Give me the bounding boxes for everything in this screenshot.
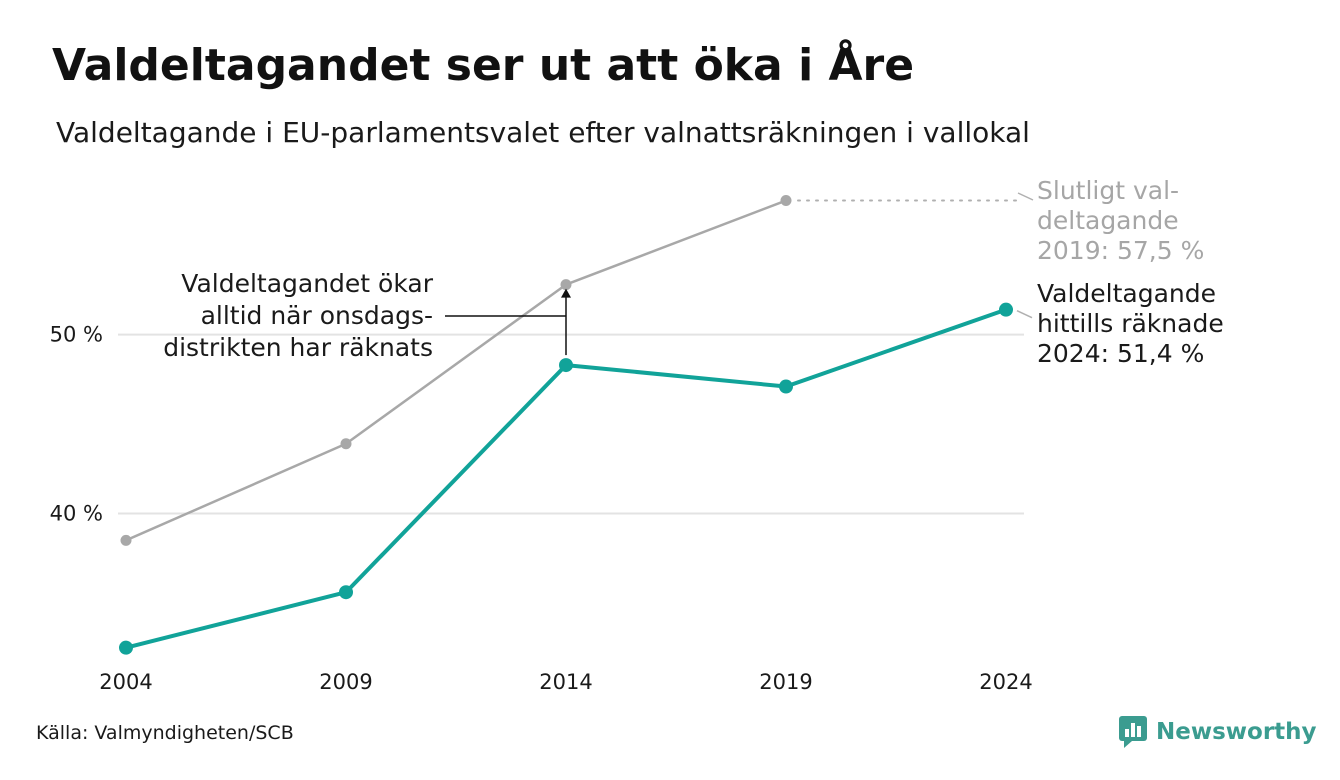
newsworthy-logo-icon (1119, 716, 1147, 748)
x-tick-label: 2014 (539, 670, 592, 694)
chart-title: Valdeltagandet ser ut att öka i Åre (52, 40, 915, 91)
x-tick-label: 2009 (319, 670, 372, 694)
x-axis: 2004 2009 2014 2019 2024 (99, 670, 1032, 694)
series-line (125, 199, 787, 542)
y-tick-label: 50 % (50, 323, 103, 347)
y-axis: 40 % 50 % (50, 323, 103, 526)
counted-turnout-label: Valdeltagande (1037, 279, 1216, 308)
annotation-arrowhead (561, 288, 571, 298)
data-point[interactable] (779, 379, 793, 394)
x-tick-label: 2024 (979, 670, 1032, 694)
data-point[interactable] (780, 195, 792, 207)
final-label-connector (1017, 192, 1034, 201)
main-annotation-text: alltid när onsdags- (201, 301, 433, 330)
data-point[interactable] (120, 534, 132, 546)
data-point[interactable] (119, 640, 133, 655)
x-tick-label: 2004 (99, 670, 152, 694)
data-point[interactable] (559, 358, 573, 373)
final-turnout-label: deltagande (1037, 206, 1179, 235)
series-counted-turnout (119, 302, 1013, 655)
y-tick-label: 40 % (50, 502, 103, 526)
series-layer (119, 195, 1013, 655)
data-point[interactable] (999, 302, 1013, 317)
source-note: Källa: Valmyndigheten/SCB (36, 722, 294, 744)
brand-logo[interactable]: Newsworthy (1118, 714, 1317, 750)
series-final-turnout (120, 195, 792, 546)
counted-turnout-label: 2024: 51,4 % (1037, 339, 1204, 368)
final-turnout-label: Slutligt val- (1037, 176, 1179, 205)
chart-subtitle: Valdeltagande i EU-parlamentsvalet efter… (56, 116, 1030, 149)
gridlines (118, 333, 1024, 515)
main-annotation-text: distrikten har räknats (163, 333, 433, 362)
counted-turnout-label: hittills räknade (1037, 309, 1224, 338)
x-tick-label: 2019 (759, 670, 812, 694)
counted-label-connector (1016, 309, 1033, 319)
data-point[interactable] (560, 279, 572, 291)
final-turnout-label: 2019: 57,5 % (1037, 236, 1204, 265)
main-annotation-text: Valdeltagandet ökar (181, 269, 433, 298)
brand-name: Newsworthy (1156, 719, 1317, 745)
data-point[interactable] (339, 585, 353, 600)
data-point[interactable] (340, 438, 352, 450)
